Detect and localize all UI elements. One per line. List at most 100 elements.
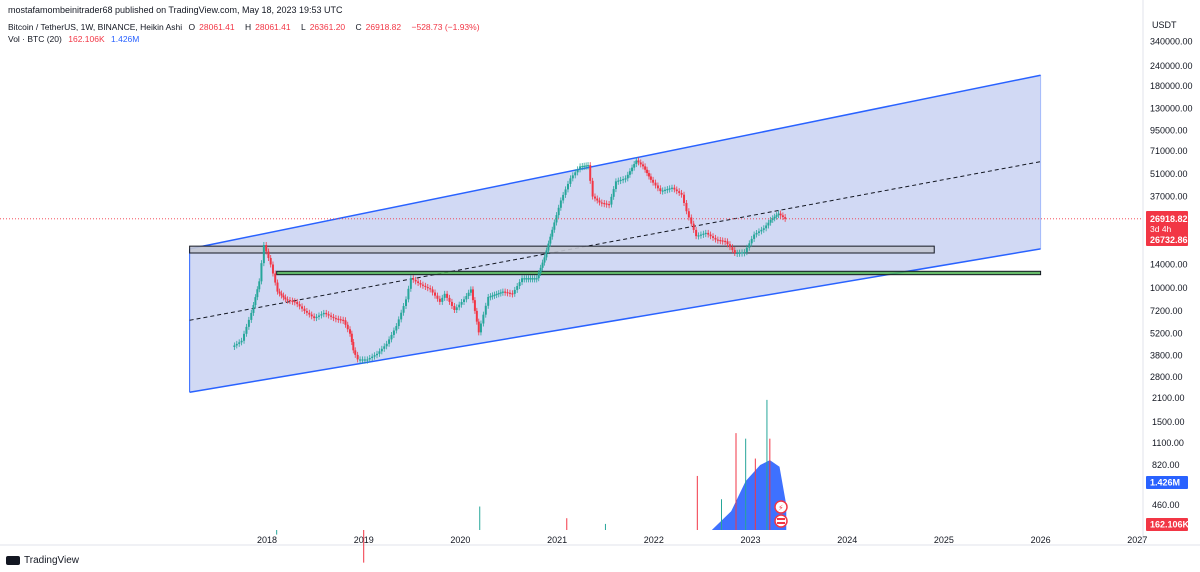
volume-value-1: 162.106K (68, 34, 105, 44)
symbol-title: Bitcoin / TetherUS, 1W, BINANCE, Heikin … (8, 22, 183, 32)
candle-body (256, 289, 259, 298)
candle-body (646, 169, 649, 174)
time-tick-label: 2024 (837, 535, 857, 545)
candle-body (258, 281, 261, 290)
time-tick-label: 2022 (644, 535, 664, 545)
volume-tick-label: 2100.00 (1152, 393, 1185, 403)
ohlc-change: −528.73 (−1.93%) (411, 22, 480, 32)
candle-body (491, 295, 494, 297)
time-tick-label: 2027 (1127, 535, 1147, 545)
candle-body (724, 240, 727, 243)
candle-body (571, 175, 574, 179)
candle-body (583, 165, 586, 167)
price-tick-label: 51000.00 (1150, 169, 1188, 179)
price-tick-label: 2800.00 (1150, 372, 1183, 382)
candle-body (731, 247, 734, 251)
us-flag-icon (774, 514, 788, 528)
currency-label: USDT (1152, 20, 1177, 30)
candle-body (308, 312, 311, 315)
candle-body (779, 213, 782, 216)
time-tick-label: 2025 (934, 535, 954, 545)
candle-body (709, 234, 712, 237)
candle-body (767, 222, 770, 226)
candle-body (313, 316, 316, 319)
candle-body (753, 234, 756, 239)
candle-body (639, 162, 642, 165)
candle-body (726, 241, 729, 245)
ohlc-high: H 28061.41 (245, 22, 291, 32)
channel-upper-line (189, 74, 1041, 250)
candle-body (624, 178, 627, 180)
candle-body (286, 299, 289, 301)
candle-body (267, 251, 270, 258)
candle-body (424, 285, 427, 288)
candle-body (455, 307, 458, 310)
candle-body (626, 174, 629, 179)
ohlc-low: L 26361.20 (300, 22, 346, 32)
candle-body (346, 324, 349, 330)
volume-last-badge: 162.106K (1150, 520, 1190, 530)
candle-body (417, 281, 420, 284)
candle-body (784, 217, 787, 219)
candle-body (559, 200, 562, 208)
candle-body (392, 330, 395, 335)
candle-body (777, 213, 780, 216)
candle-body (656, 185, 659, 189)
candle-body (707, 232, 710, 235)
flash-icon-glyph: ⚡ (778, 504, 784, 513)
candle-body (262, 245, 265, 264)
candle-body (397, 319, 400, 327)
candle-body (529, 278, 532, 280)
candle-body (541, 262, 544, 268)
price-tick-label: 5200.00 (1150, 329, 1183, 339)
volume-ma-badge-bg (1146, 476, 1188, 489)
candle-body (566, 183, 569, 190)
candle-body (518, 282, 521, 287)
volume-value-2: 1.426M (111, 34, 140, 44)
candle-body (373, 355, 376, 357)
candle-body (598, 200, 601, 203)
candle-body (637, 160, 640, 163)
candle-body (501, 291, 504, 293)
candle-body (443, 293, 446, 298)
candle-body (325, 312, 328, 315)
candle-body (750, 238, 753, 244)
tradingview-logo-icon (6, 556, 20, 565)
tradingview-footer: TradingView (6, 555, 79, 566)
candle-body (315, 316, 318, 319)
last-price-badge: 26918.82 (1150, 214, 1188, 224)
candle-body (664, 189, 667, 191)
candle-body (426, 287, 429, 289)
candle-body (704, 232, 707, 235)
candle-body (320, 314, 323, 316)
candle-body (337, 318, 340, 320)
price-tick-label: 180000.00 (1150, 81, 1193, 91)
volume-tick-label: 1500.00 (1152, 417, 1185, 427)
candle-body (760, 229, 763, 232)
candle-body (644, 166, 647, 170)
candle-body (274, 273, 277, 283)
price-tick-label: 37000.00 (1150, 192, 1188, 202)
candle-body (334, 318, 337, 320)
channel-midline (189, 161, 1041, 321)
candle-body (743, 252, 746, 254)
candle-body (465, 296, 468, 300)
candle-body (278, 291, 281, 294)
candle-body (352, 342, 355, 351)
candle-body (473, 300, 476, 311)
time-tick-label: 2021 (547, 535, 567, 545)
candle-body (471, 289, 474, 301)
candle-body (368, 358, 371, 360)
candle-body (388, 339, 391, 344)
candle-body (553, 222, 556, 230)
candle-body (721, 240, 724, 242)
candle-body (719, 239, 722, 242)
candle-body (631, 167, 634, 172)
volume-ma-area (233, 460, 787, 530)
candle-body (260, 263, 263, 282)
second-price-badge: 26732.86 (1150, 235, 1188, 245)
candle-body (511, 293, 514, 295)
candle-body (371, 356, 374, 359)
candle-body (250, 312, 253, 320)
